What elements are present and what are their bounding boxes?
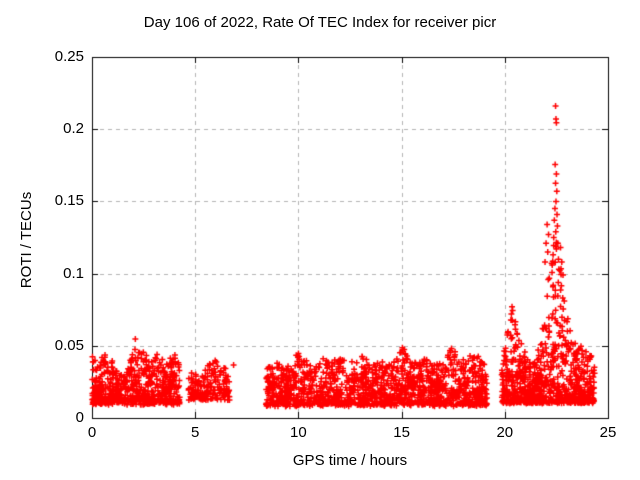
x-tick-label: 15 (393, 424, 410, 441)
x-axis-label: GPS time / hours (292, 452, 408, 469)
x-tick-label: 5 (191, 424, 200, 441)
chart-title: Day 106 of 2022, Rate Of TEC Index for r… (143, 14, 497, 31)
x-tick-label: 0 (87, 424, 97, 441)
x-tick-label: 20 (496, 424, 514, 441)
y-tick-label: 0.05 (54, 336, 84, 354)
y-tick-label: 0 (75, 409, 84, 426)
y-tick-label: 0.15 (54, 192, 84, 210)
x-tick-label: 10 (290, 424, 307, 441)
y-tick-label: 0.2 (63, 120, 84, 138)
y-tick-label: 0.1 (63, 264, 84, 282)
x-tick-label: 25 (599, 424, 617, 441)
y-axis-label: ROTI / TECUs (18, 191, 35, 289)
y-tick-label: 0.25 (54, 48, 84, 65)
